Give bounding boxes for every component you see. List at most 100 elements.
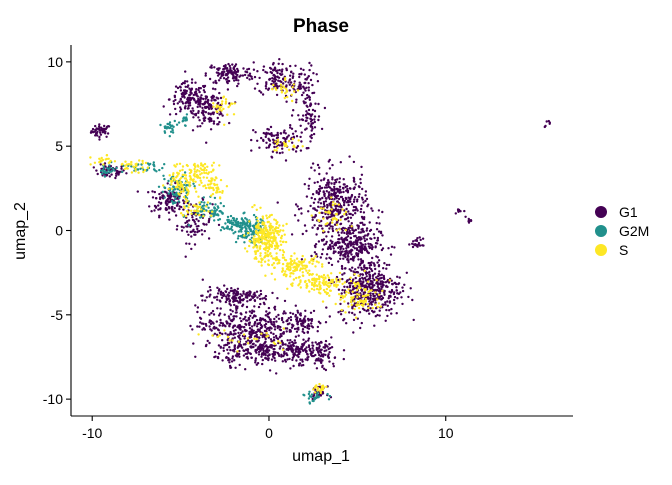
- data-point: [322, 229, 325, 233]
- data-point: [303, 81, 306, 85]
- data-point: [284, 312, 287, 315]
- data-point: [229, 348, 232, 352]
- data-point: [332, 251, 335, 255]
- data-point: [259, 323, 263, 327]
- data-point: [204, 74, 207, 77]
- data-point: [190, 209, 193, 212]
- data-point: [307, 122, 310, 125]
- data-point: [369, 307, 372, 310]
- data-point: [256, 70, 259, 73]
- data-point: [351, 231, 355, 235]
- x-tick-label: 10: [438, 425, 454, 441]
- data-point: [272, 320, 276, 324]
- data-point: [339, 257, 342, 260]
- data-point: [276, 146, 279, 150]
- data-point: [342, 349, 346, 352]
- data-point: [343, 231, 346, 235]
- data-point: [271, 263, 274, 267]
- data-point: [310, 259, 313, 262]
- data-point: [248, 220, 251, 223]
- data-point: [270, 272, 273, 275]
- data-point: [121, 162, 124, 166]
- data-point: [280, 88, 283, 91]
- data-point: [300, 364, 303, 367]
- data-point: [363, 276, 367, 280]
- data-point: [371, 274, 375, 278]
- data-point: [324, 200, 328, 203]
- data-point: [234, 72, 237, 75]
- data-point: [378, 270, 381, 273]
- data-point: [130, 160, 133, 164]
- data-point: [221, 291, 225, 295]
- data-point: [213, 183, 216, 186]
- data-point: [166, 203, 169, 206]
- data-point: [357, 258, 360, 261]
- data-point: [256, 296, 259, 299]
- data-point: [292, 269, 295, 273]
- data-point: [348, 268, 351, 271]
- data-point: [228, 361, 231, 364]
- data-point: [368, 270, 371, 274]
- data-point: [269, 222, 272, 225]
- data-point: [317, 192, 321, 195]
- data-point: [258, 89, 261, 93]
- data-point: [279, 243, 283, 246]
- data-point: [293, 214, 297, 217]
- data-point: [311, 113, 314, 116]
- data-point: [220, 211, 223, 214]
- data-point: [288, 89, 291, 92]
- data-point: [272, 336, 276, 339]
- data-point: [178, 207, 181, 211]
- data-point: [188, 104, 192, 107]
- data-point: [204, 106, 207, 110]
- data-point: [327, 276, 331, 279]
- data-point: [251, 231, 254, 234]
- data-point: [190, 78, 194, 81]
- data-point: [356, 239, 359, 242]
- data-point: [376, 305, 380, 309]
- data-point: [326, 204, 329, 207]
- data-point: [122, 164, 125, 167]
- data-point: [302, 86, 305, 89]
- data-point: [269, 227, 272, 230]
- data-point: [198, 183, 201, 187]
- data-point: [304, 315, 307, 318]
- data-point: [208, 120, 211, 123]
- data-point: [259, 289, 262, 293]
- data-point: [94, 124, 97, 128]
- data-point: [305, 265, 308, 269]
- data-point: [102, 130, 105, 134]
- data-point: [312, 388, 315, 391]
- data-point: [279, 83, 283, 86]
- data-point: [98, 138, 101, 141]
- data-point: [276, 136, 280, 139]
- data-point: [153, 169, 156, 172]
- data-point: [210, 182, 213, 185]
- data-point: [306, 358, 309, 361]
- data-point: [340, 267, 344, 270]
- data-point: [345, 207, 348, 211]
- data-point: [263, 255, 267, 258]
- data-point: [281, 73, 284, 76]
- data-point: [261, 317, 264, 320]
- data-point: [230, 287, 233, 290]
- data-point: [318, 189, 322, 193]
- data-point: [230, 341, 233, 344]
- data-point: [274, 86, 277, 90]
- data-point: [181, 185, 184, 189]
- data-point: [275, 256, 278, 260]
- data-point: [213, 332, 217, 335]
- data-point: [241, 330, 244, 333]
- data-point: [281, 262, 285, 266]
- data-point: [266, 231, 270, 235]
- data-point: [347, 231, 351, 234]
- data-point: [224, 65, 227, 69]
- data-point: [295, 98, 298, 101]
- data-point: [366, 308, 370, 312]
- data-point: [263, 329, 267, 333]
- data-point: [213, 296, 216, 299]
- data-point: [339, 278, 342, 281]
- data-point: [185, 242, 188, 245]
- data-point: [221, 114, 224, 117]
- data-point: [219, 331, 222, 335]
